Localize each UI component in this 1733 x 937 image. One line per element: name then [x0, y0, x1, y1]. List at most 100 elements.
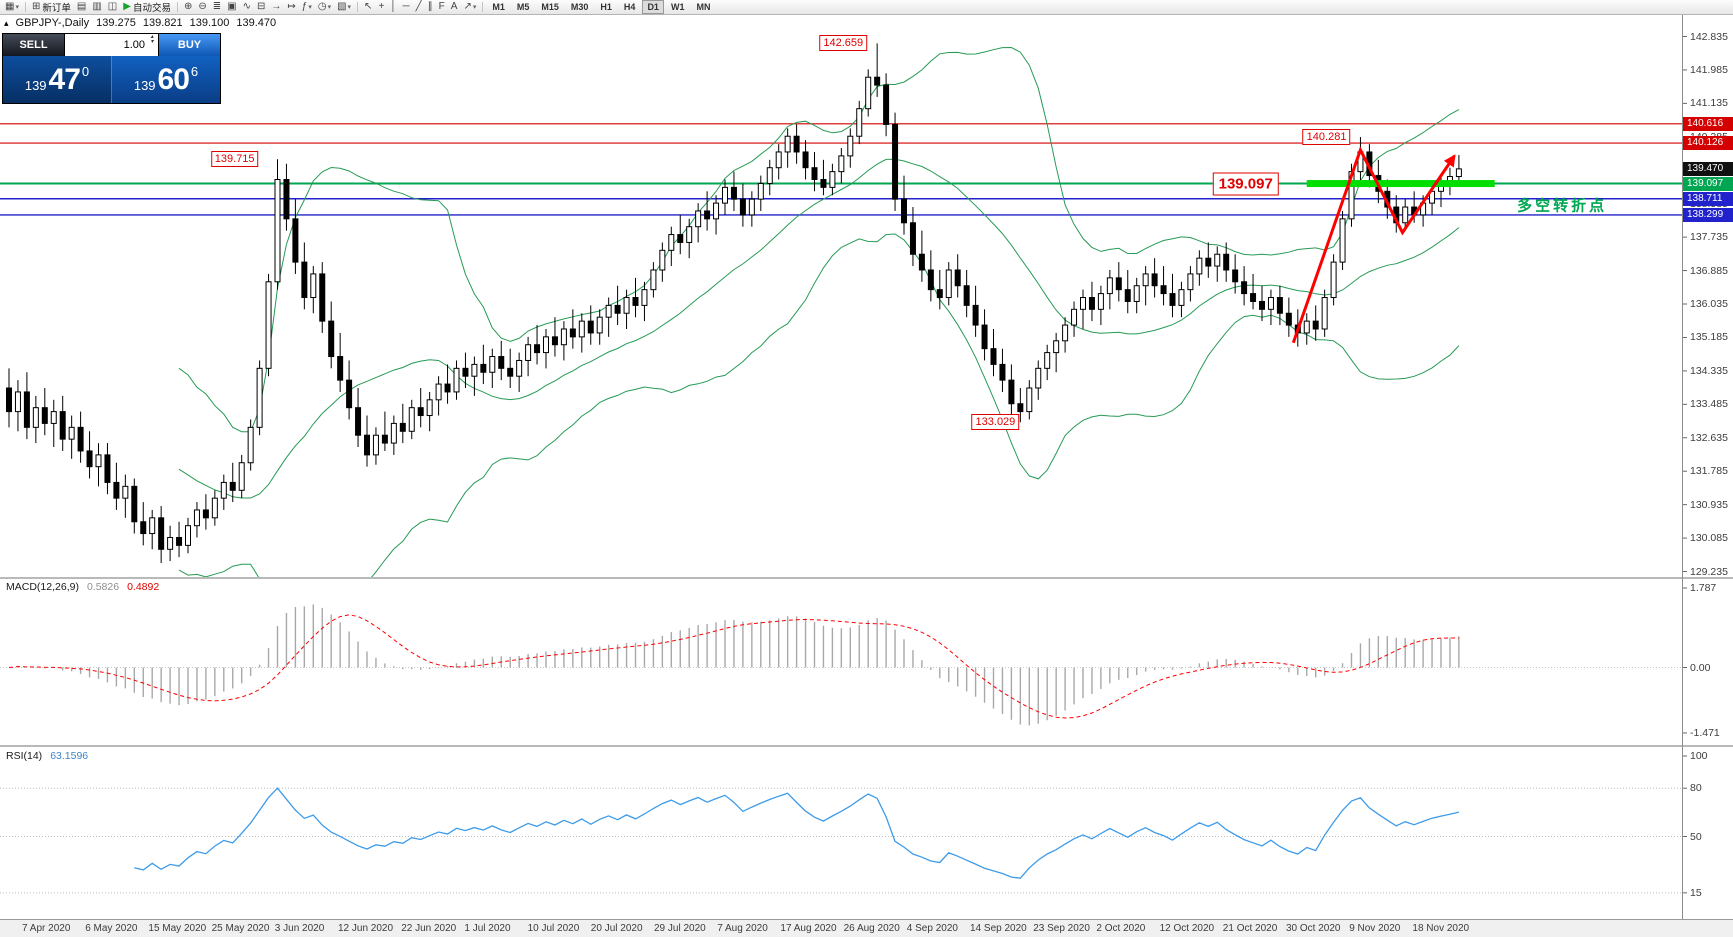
dropdown-caret-icon: ▾ [15, 4, 19, 11]
time-scale[interactable]: 7 Apr 2020 6 May 2020 15 May 2020 25 May 20… [0, 919, 1733, 937]
date-label: 25 May 2020 [211, 923, 270, 934]
rsi-layer [0, 787, 1682, 894]
channel-button[interactable]: ∥ [425, 0, 436, 14]
timeframe-button-h4[interactable]: H4 [619, 0, 641, 14]
buy-price[interactable]: 139 60 6 [112, 56, 220, 103]
tile-windows-button[interactable]: ⊟ [254, 0, 268, 14]
sell-button[interactable]: SELL [3, 34, 65, 56]
ohlc-close-value: 139.470 [236, 17, 277, 29]
date-label: 14 Sep 2020 [970, 923, 1027, 934]
horizontal-line-button[interactable]: ─ [400, 0, 413, 14]
ohlc-high-value: 139.821 [142, 17, 183, 29]
zoom-out-button[interactable]: ⊖ [195, 0, 209, 14]
rsi-indicator-label: RSI(14) 63.1596 [6, 750, 88, 762]
buy-price-sup: 6 [190, 64, 199, 79]
navigator-button[interactable]: ◫ [105, 0, 120, 14]
date-label: 26 Aug 2020 [843, 923, 900, 934]
support-highlight-bar[interactable] [1306, 180, 1495, 188]
trend-zigzag-arrow[interactable] [1291, 146, 1456, 344]
dropdown-caret-icon: ▾ [347, 4, 352, 11]
symbol-period-label: GBPJPY-,Daily [15, 17, 90, 29]
timeframe-button-d1[interactable]: D1 [642, 0, 664, 14]
date-label: 22 Jun 2020 [401, 923, 457, 934]
one-click-toggle-icon[interactable]: ▴ [4, 17, 9, 28]
chart-shift-button[interactable]: ↦ [284, 0, 298, 14]
panel-separator-macd[interactable] [0, 577, 1733, 579]
channel-icon: ∥ [427, 1, 433, 12]
date-label: 23 Sep 2020 [1033, 923, 1090, 934]
dropdown-caret-icon: ▾ [327, 4, 332, 11]
crosshair-icon: + [378, 1, 385, 12]
buy-price-big: 60 [157, 62, 190, 96]
chart-shift-icon: ↦ [287, 1, 296, 12]
templates-button[interactable]: ▧ ▾ [334, 0, 354, 14]
timeframe-button-m30[interactable]: M30 [566, 0, 594, 14]
buy-button[interactable]: BUY [158, 34, 220, 56]
line-chart-icon: ∿ [242, 1, 251, 12]
new-chart-icon: ▦ [5, 1, 15, 12]
timeframe-button-m1[interactable]: M1 [487, 0, 510, 14]
volume-down-icon[interactable]: ▾ [150, 39, 154, 45]
fibonacci-button[interactable]: F [436, 0, 448, 14]
timeframe-button-mn[interactable]: MN [691, 0, 715, 14]
macd-name: MACD(12,26,9) [6, 581, 79, 593]
macd-layer [0, 604, 1682, 726]
one-click-trading-panel: SELL 1.00 ▴ ▾ BUY 139 47 0 139 60 6 [2, 33, 221, 104]
bollinger-lower-line [178, 233, 1460, 577]
candlestick-series [6, 43, 1462, 564]
ohlc-open-value: 139.275 [96, 17, 136, 29]
volume-up-icon[interactable]: ▴ [150, 34, 154, 40]
auto-scroll-button[interactable]: → [268, 0, 284, 14]
bar-chart-button[interactable]: ≣ [210, 0, 224, 14]
date-label: 9 Nov 2020 [1349, 923, 1401, 934]
line-chart-button[interactable]: ∿ [240, 0, 254, 14]
market-watch-button[interactable]: ▤ [74, 0, 89, 14]
market-watch-icon: ▤ [76, 1, 87, 12]
periods-button[interactable]: ◷ ▾ [315, 0, 334, 14]
new-chart-button[interactable]: ▦ ▾ [2, 0, 22, 14]
bollinger-middle-line [178, 158, 1460, 499]
arrows-button[interactable]: ↗ ▾ [460, 0, 479, 14]
arrows-icon: ↗ [463, 1, 472, 12]
auto-scroll-icon: → [271, 1, 282, 12]
fibonacci-icon: F [438, 1, 445, 12]
trendline-icon: ╱ [415, 1, 422, 12]
date-label: 4 Sep 2020 [906, 923, 958, 934]
new-order-button[interactable]: ⊞ 新订单 [29, 0, 74, 14]
candlestick-chart-button[interactable]: ▣ [224, 0, 239, 14]
timeframe-button-h1[interactable]: H1 [595, 0, 617, 14]
cursor-button[interactable]: ↖ [361, 0, 375, 14]
toolbar-separator [482, 2, 484, 12]
tile-windows-icon: ⊟ [256, 1, 266, 12]
zoom-in-button[interactable]: ⊕ [181, 0, 195, 14]
timeframe-button-m5[interactable]: M5 [512, 0, 535, 14]
autotrading-button[interactable]: ▶ 自动交易 [120, 0, 174, 14]
data-window-button[interactable]: ▥ [89, 0, 104, 14]
timeframe-button-w1[interactable]: W1 [666, 0, 690, 14]
bar-chart-icon: ≣ [212, 1, 222, 12]
text-button[interactable]: A [448, 0, 461, 14]
date-label: 3 Jun 2020 [274, 923, 325, 934]
trendline-button[interactable]: ╱ [413, 0, 425, 14]
bollinger-upper-line [178, 46, 1460, 433]
sell-price-sup: 0 [81, 64, 90, 79]
dropdown-caret-icon: ▾ [308, 4, 312, 11]
zoom-in-icon: ⊕ [183, 1, 193, 12]
timeframe-button-m15[interactable]: M15 [536, 0, 564, 14]
buy-price-prefix: 139 [133, 78, 156, 93]
macd-signal-value: 0.4892 [127, 581, 160, 593]
panel-separator-rsi[interactable] [0, 745, 1733, 747]
chart-ohlc-header: ▴ GBPJPY-,Daily 139.275 139.821 139.100 … [4, 17, 276, 29]
vertical-line-button[interactable]: │ [387, 0, 399, 14]
volume-value: 1.00 [123, 39, 145, 51]
macd-indicator-label: MACD(12,26,9) 0.5826 0.4892 [6, 581, 159, 593]
volume-field[interactable]: 1.00 ▴ ▾ [65, 34, 158, 56]
crosshair-button[interactable]: + [375, 0, 387, 14]
autotrading-icon: ▶ [123, 1, 131, 12]
indicators-button[interactable]: ƒ ▾ [299, 0, 315, 14]
sell-price[interactable]: 139 47 0 [3, 56, 112, 103]
volume-spinner[interactable]: ▴ ▾ [147, 34, 157, 45]
rsi-name: RSI(14) [6, 750, 43, 762]
date-label: 20 Jul 2020 [590, 923, 643, 934]
